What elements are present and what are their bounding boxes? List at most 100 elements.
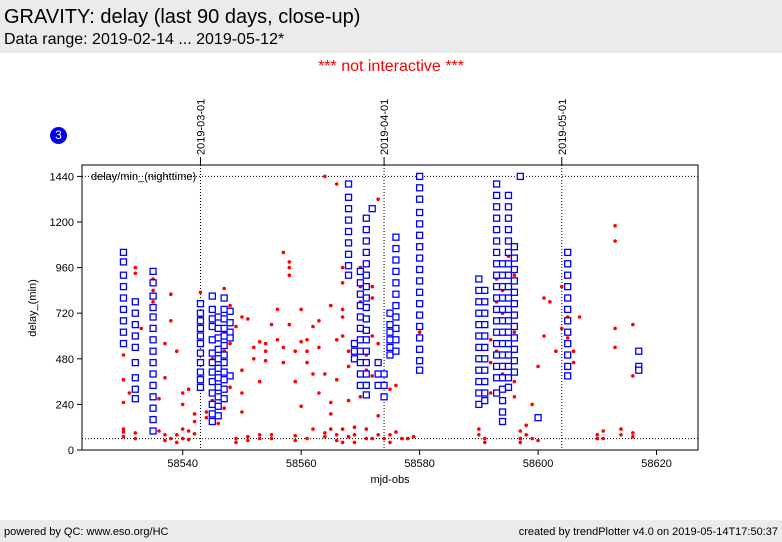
plot-number-badge: 3 [50, 127, 67, 144]
blue-data-point [498, 271, 507, 279]
red-data-point [240, 410, 244, 414]
red-data-point [163, 341, 167, 346]
blue-data-point [220, 385, 228, 393]
blue-data-point [481, 309, 489, 317]
blue-data-point [386, 351, 394, 359]
blue-data-point [498, 408, 507, 416]
blue-data-point [392, 279, 400, 287]
blue-data-point [131, 395, 139, 403]
blue-data-point [149, 404, 157, 412]
blue-data-point [498, 317, 507, 325]
blue-data-point [564, 260, 572, 268]
blue-data-point [196, 300, 205, 308]
blue-data-point [504, 383, 513, 391]
red-data-point [269, 322, 274, 327]
blue-data-point [149, 415, 157, 424]
blue-data-point [392, 244, 400, 253]
blue-data-point [350, 355, 359, 363]
red-data-point [488, 391, 493, 395]
blue-data-point [475, 286, 483, 295]
red-data-point [234, 324, 238, 329]
blue-data-point [362, 237, 370, 245]
blue-data-point [475, 400, 483, 409]
blue-data-point [214, 393, 222, 401]
blue-data-point [356, 267, 365, 276]
red-data-point [281, 250, 286, 255]
red-data-point [246, 434, 250, 439]
footer-powered-by: powered by QC: www.eso.org/HC [4, 526, 169, 538]
red-data-point [530, 402, 534, 407]
date-marker-label: 2019-03-01 [195, 99, 207, 155]
blue-data-point [475, 320, 483, 329]
blue-data-point [475, 389, 483, 397]
blue-data-point [481, 377, 489, 386]
blue-data-point [498, 305, 507, 314]
blue-data-point [510, 345, 519, 353]
blue-data-point [362, 214, 370, 222]
blue-data-point [475, 366, 483, 374]
blue-data-point [362, 326, 370, 334]
blue-data-point [356, 381, 365, 390]
red-data-point [577, 315, 582, 319]
blue-data-point [208, 377, 216, 386]
red-data-point [257, 379, 262, 384]
red-data-point [512, 395, 517, 399]
red-data-point [613, 326, 617, 331]
red-data-point [512, 273, 517, 278]
blue-data-point [362, 248, 370, 257]
blue-data-point [504, 271, 513, 279]
red-data-point [169, 436, 173, 441]
red-data-point [240, 368, 244, 373]
blue-series [119, 172, 643, 435]
blue-data-point [492, 362, 501, 371]
red-data-point [263, 341, 268, 346]
blue-data-point [208, 389, 216, 397]
footer-bar: powered by QC: www.eso.org/HC created by… [0, 520, 782, 542]
red-data-point [127, 391, 132, 395]
red-data-point [281, 345, 286, 350]
blue-data-point [131, 320, 139, 329]
blue-data-point [214, 374, 222, 382]
blue-data-point [481, 286, 489, 295]
red-data-point [376, 341, 380, 346]
red-data-point [394, 430, 398, 434]
blue-data-point [504, 260, 513, 268]
red-data-point [293, 438, 298, 443]
blue-data-point [510, 288, 519, 296]
blue-data-point [564, 372, 572, 380]
blue-data-point [504, 328, 513, 336]
blue-data-point [392, 233, 400, 241]
blue-data-point [149, 358, 157, 367]
red-data-point [257, 433, 262, 437]
blue-data-point [392, 347, 400, 355]
red-data-point [548, 300, 552, 304]
red-data-point [204, 415, 209, 420]
y-axis: 0 240 480 720 960 1200 1440 [50, 171, 82, 457]
blue-data-point [481, 332, 489, 340]
blue-data-point [475, 343, 483, 352]
blue-data-point [350, 347, 359, 355]
blue-data-point [504, 317, 513, 325]
x-axis: 58540 58560 58580 58600 58620 [167, 450, 672, 470]
blue-data-point [475, 332, 483, 340]
blue-data-point [498, 374, 507, 382]
blue-data-point [510, 368, 519, 376]
blue-data-point [415, 208, 424, 217]
reference-lines [82, 175, 698, 440]
blue-data-point [220, 324, 228, 333]
blue-data-point [481, 320, 489, 329]
red-data-point [370, 436, 375, 441]
blue-data-point [481, 343, 489, 352]
blue-data-point [386, 336, 394, 344]
red-data-point [323, 372, 327, 376]
blue-data-point [362, 381, 370, 390]
blue-data-point [415, 184, 424, 192]
blue-data-point [119, 339, 128, 348]
blue-data-point [214, 345, 222, 353]
blue-data-point [498, 351, 507, 359]
red-data-point [192, 412, 197, 416]
blue-data-point [564, 351, 572, 359]
blue-data-point [492, 225, 501, 234]
blue-data-point [208, 322, 216, 331]
red-data-point [364, 436, 369, 441]
